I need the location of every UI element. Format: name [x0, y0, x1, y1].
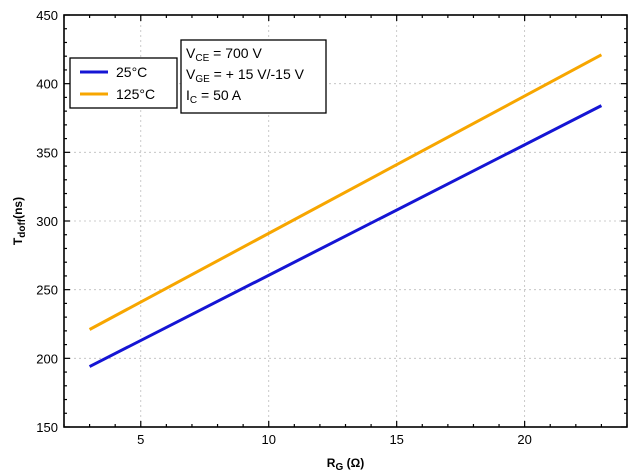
y-tick-label: 200: [36, 351, 58, 366]
x-tick-label: 15: [389, 432, 403, 447]
conditions-annotation: VCE = 700 V VGE = + 15 V/-15 V IC = 50 A: [180, 39, 327, 114]
y-tick-label: 400: [36, 77, 58, 92]
legend-label: 125°C: [116, 86, 155, 102]
x-tick-labels: 5 10 15 20: [137, 432, 532, 447]
x-tick-label: 10: [261, 432, 275, 447]
y-tick-label: 300: [36, 214, 58, 229]
annotation-line: VCE = 700 V: [186, 45, 262, 64]
y-tick-label: 250: [36, 283, 58, 298]
y-tick-labels: 150 200 250 300 350 400 450: [36, 8, 58, 435]
legend: 25°C 125°C: [69, 57, 178, 109]
series-lines: [88, 53, 603, 368]
y-tick-label: 350: [36, 145, 58, 160]
x-tick-label: 5: [137, 432, 144, 447]
axis-ticks: [63, 14, 628, 428]
y-tick-label: 150: [36, 420, 58, 435]
series-line-1: [88, 53, 603, 331]
legend-box: [69, 57, 178, 109]
legend-label: 25°C: [116, 64, 147, 80]
annotation-line: IC = 50 A: [186, 87, 242, 106]
y-tick-label: 450: [36, 8, 58, 23]
annotation-line: VGE = + 15 V/-15 V: [186, 66, 305, 85]
series-line-0: [88, 104, 603, 368]
annotation-box: [180, 39, 327, 114]
x-axis-label: RG (Ω): [327, 456, 364, 473]
x-tick-label: 20: [517, 432, 531, 447]
y-axis-label: Tdoff(ns): [11, 197, 28, 245]
